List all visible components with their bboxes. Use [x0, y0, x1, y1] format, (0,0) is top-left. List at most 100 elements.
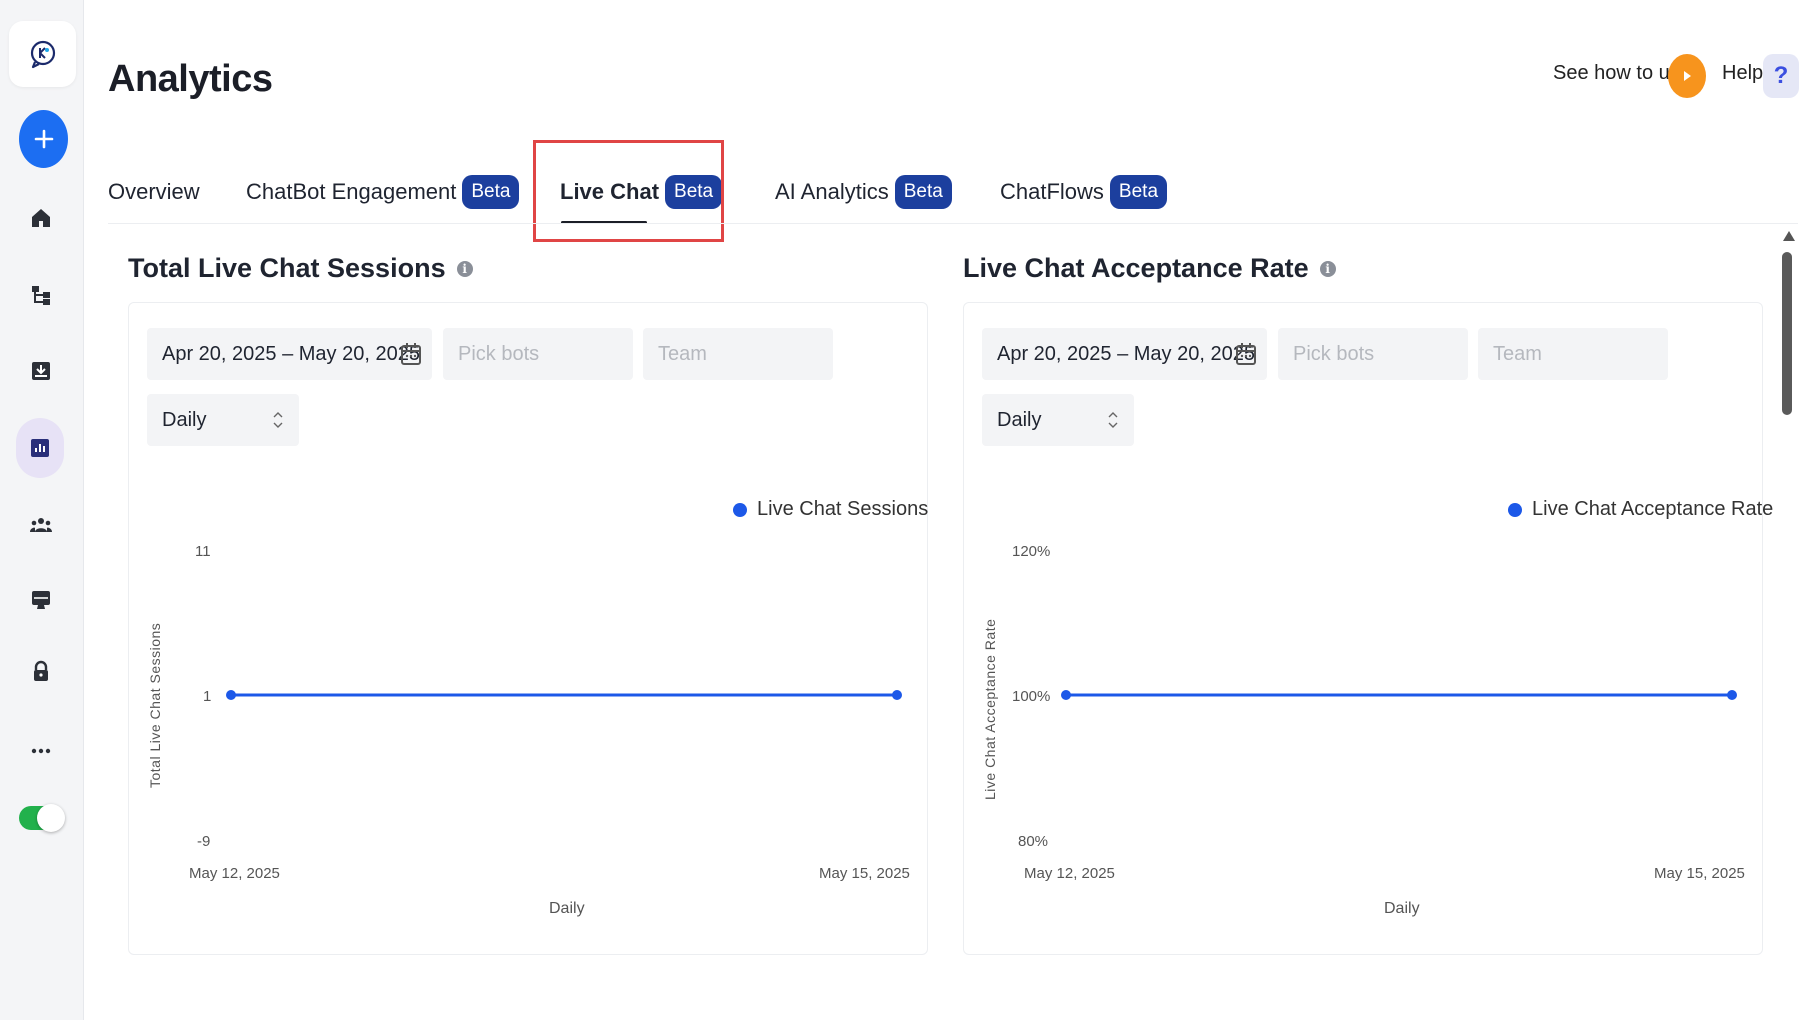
granularity-value: Daily: [997, 408, 1042, 431]
y-tick-label: -9: [197, 833, 211, 850]
line-chart-acceptance: [1061, 690, 1737, 700]
team-placeholder: Team: [658, 342, 707, 365]
sidebar-item-more[interactable]: [22, 732, 60, 770]
tab-chatbot-engagement[interactable]: ChatBot Engagement Beta: [246, 170, 520, 214]
panel-title-acceptance: Live Chat Acceptance Rate i: [963, 253, 1336, 284]
legend-dot: [733, 502, 747, 517]
legend-dot: [1508, 502, 1522, 517]
toggle-knob: [37, 804, 65, 832]
y-tick-label: 100%: [1012, 688, 1051, 705]
pick-bots-placeholder: Pick bots: [458, 342, 540, 365]
tab-ai-analytics[interactable]: AI Analytics Beta: [775, 170, 952, 214]
data-point[interactable]: [1727, 690, 1737, 700]
tab-live-chat[interactable]: Live Chat Beta: [560, 170, 723, 214]
chart-legend[interactable]: Live Chat Acceptance Rate: [1508, 498, 1773, 521]
pick-bots-select[interactable]: Pick bots: [443, 328, 633, 380]
date-range-value: Apr 20, 2025 – May 20, 2025: [997, 342, 1255, 365]
chart-card-acceptance: Apr 20, 2025 – May 20, 2025 Pick bots Te…: [963, 302, 1773, 955]
legend-label: Live Chat Acceptance Rate: [1532, 498, 1774, 520]
question-icon: ?: [1773, 62, 1789, 89]
tab-chatflows[interactable]: ChatFlows Beta: [1000, 170, 1168, 214]
team-placeholder: Team: [1493, 342, 1542, 365]
sidebar-item-inbox[interactable]: [22, 352, 60, 390]
sidebar: [0, 0, 84, 1020]
sidebar-item-security[interactable]: [22, 652, 60, 690]
see-how-link[interactable]: See how to use: [1553, 62, 1691, 84]
tab-label: ChatFlows: [1000, 179, 1104, 204]
tab-label: Overview: [108, 179, 200, 204]
data-point[interactable]: [1061, 690, 1071, 700]
play-video-button[interactable]: [1668, 54, 1706, 98]
y-tick-label: 80%: [1018, 833, 1049, 850]
chart-legend[interactable]: Live Chat Sessions: [733, 498, 928, 521]
x-tick-label: May 15, 2025: [819, 865, 910, 882]
team-icon: [30, 518, 52, 532]
scrollbar-thumb[interactable]: [1782, 252, 1792, 415]
sidebar-item-analytics[interactable]: [16, 418, 64, 478]
calendar-icon: [1236, 343, 1256, 365]
plus-icon: [34, 129, 53, 149]
tab-label: ChatBot Engagement: [246, 179, 457, 204]
sidebar-item-flows[interactable]: [22, 276, 60, 314]
select-arrows-icon: [273, 412, 283, 428]
pick-bots-placeholder: Pick bots: [1293, 342, 1375, 365]
page-title: Analytics: [108, 58, 273, 100]
logo[interactable]: [9, 21, 76, 87]
date-range-picker[interactable]: Apr 20, 2025 – May 20, 2025: [982, 328, 1267, 380]
calendar-icon: [401, 343, 421, 365]
granularity-value: Daily: [162, 408, 207, 431]
tab-label: AI Analytics: [775, 179, 889, 204]
help-button[interactable]: ?: [1763, 54, 1799, 98]
y-tick-label: 11: [195, 543, 211, 560]
play-icon: [1684, 71, 1691, 81]
info-icon[interactable]: i: [1319, 260, 1336, 277]
x-axis-label: Daily: [1384, 900, 1420, 917]
data-point[interactable]: [892, 690, 902, 700]
panel-title-text: Live Chat Acceptance Rate: [963, 253, 1309, 283]
date-range-value: Apr 20, 2025 – May 20, 2025: [162, 342, 420, 365]
chat-logo-icon: [30, 40, 55, 69]
select-arrows-icon: [1108, 412, 1118, 428]
y-tick-label: 120%: [1012, 543, 1051, 560]
date-range-picker[interactable]: Apr 20, 2025 – May 20, 2025: [147, 328, 432, 380]
sidebar-item-team[interactable]: [22, 506, 60, 544]
status-toggle[interactable]: [19, 804, 65, 832]
flow-icon: [32, 286, 50, 305]
x-axis-label: Daily: [549, 900, 585, 917]
x-tick-label: May 15, 2025: [1654, 865, 1745, 882]
beta-badge: Beta: [462, 175, 520, 209]
panel-title-text: Total Live Chat Sessions: [128, 253, 446, 283]
line-chart-sessions: [226, 690, 902, 700]
add-button[interactable]: [19, 110, 68, 168]
panel-title-sessions: Total Live Chat Sessions i: [128, 253, 473, 284]
granularity-select[interactable]: Daily: [147, 394, 299, 446]
beta-badge: Beta: [1109, 175, 1168, 209]
pick-bots-select[interactable]: Pick bots: [1278, 328, 1468, 380]
sidebar-item-home[interactable]: [22, 199, 60, 237]
help-label[interactable]: Help: [1722, 62, 1764, 84]
granularity-select[interactable]: Daily: [982, 394, 1134, 446]
team-select[interactable]: Team: [643, 328, 833, 380]
info-icon[interactable]: i: [456, 260, 473, 277]
tab-label: Live Chat: [560, 179, 660, 204]
home-icon: [32, 209, 50, 227]
sidebar-item-integrations[interactable]: [22, 581, 60, 619]
tab-overview[interactable]: Overview: [108, 170, 200, 214]
data-point[interactable]: [226, 690, 236, 700]
team-select[interactable]: Team: [1478, 328, 1668, 380]
chart-card-sessions: Apr 20, 2025 – May 20, 2025 Pick bots Te…: [128, 302, 928, 955]
x-tick-label: May 12, 2025: [189, 865, 280, 882]
beta-badge: Beta: [894, 175, 952, 209]
analytics-icon: [31, 439, 49, 457]
lock-icon: [34, 660, 48, 681]
y-tick-label: 1: [203, 688, 212, 705]
x-tick-label: May 12, 2025: [1024, 865, 1115, 882]
more-icon: [31, 748, 51, 754]
tabs-divider: [108, 223, 1798, 224]
active-tab-indicator: [561, 221, 647, 224]
tab-highlight-box: [533, 140, 724, 242]
inbox-icon: [32, 362, 50, 380]
beta-badge: Beta: [665, 175, 723, 209]
monitor-icon: [32, 591, 50, 609]
scroll-up-arrow[interactable]: [1783, 231, 1795, 241]
